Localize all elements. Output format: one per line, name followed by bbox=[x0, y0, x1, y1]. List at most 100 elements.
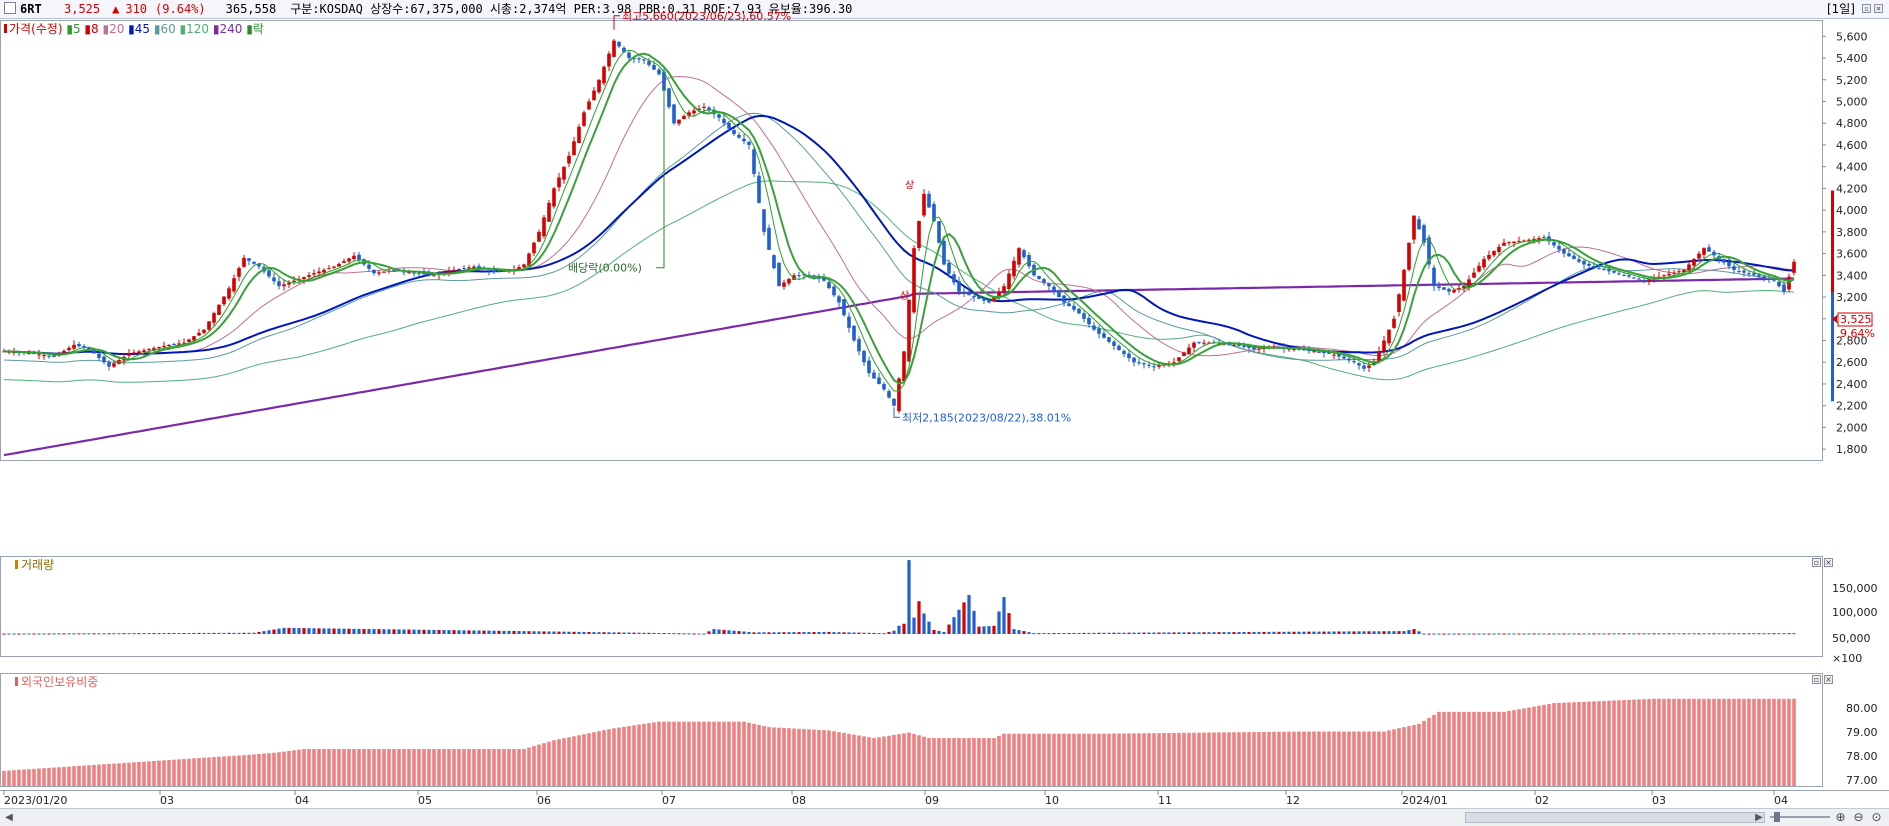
foreign-bar bbox=[902, 733, 906, 786]
candle bbox=[497, 271, 501, 273]
foreign-bar bbox=[732, 721, 736, 786]
foreign-bar bbox=[1302, 731, 1306, 786]
foreign-bar bbox=[997, 735, 1001, 786]
period-selector[interactable]: [1일] bbox=[1826, 2, 1855, 16]
foreign-bar bbox=[1407, 726, 1411, 786]
candle bbox=[677, 119, 681, 124]
candle bbox=[587, 101, 591, 110]
foreign-bar bbox=[542, 743, 546, 786]
candle bbox=[877, 377, 881, 384]
candle bbox=[432, 275, 436, 277]
foreign-bar bbox=[412, 748, 416, 786]
foreign-bar bbox=[77, 765, 81, 786]
foreign-maximize-icon[interactable]: ▫ bbox=[1812, 675, 1821, 684]
horizontal-scrollbar[interactable]: ◀ ▶ ⊕ ⊖ ⊙ bbox=[0, 808, 1889, 826]
volume-close-icon[interactable]: × bbox=[1824, 558, 1833, 567]
candle bbox=[307, 275, 311, 277]
candle bbox=[837, 296, 841, 303]
foreign-bar bbox=[1417, 723, 1421, 786]
volume-bar bbox=[382, 629, 386, 634]
foreign-bar bbox=[1707, 698, 1711, 786]
volume-bar bbox=[1262, 631, 1266, 634]
candle bbox=[537, 231, 541, 242]
ma60-line bbox=[3, 112, 1795, 364]
foreign-bar bbox=[647, 723, 651, 786]
foreign-bar bbox=[312, 748, 316, 786]
volume-bar bbox=[682, 633, 686, 635]
scroll-left-icon[interactable]: ◀ bbox=[5, 812, 13, 823]
foreign-bar bbox=[1747, 698, 1751, 786]
candle bbox=[1302, 349, 1306, 351]
header-checkbox[interactable] bbox=[4, 2, 16, 14]
foreign-bar bbox=[347, 748, 351, 786]
foreign-close-icon[interactable]: × bbox=[1824, 675, 1833, 684]
volume-bar bbox=[982, 626, 986, 634]
foreign-bar bbox=[1547, 703, 1551, 786]
candle bbox=[342, 261, 346, 263]
maximize-icon[interactable]: ▫ bbox=[1862, 4, 1871, 13]
volume-bar bbox=[957, 609, 961, 634]
volume-bar bbox=[82, 633, 86, 635]
zoom-slider[interactable] bbox=[1770, 811, 1830, 824]
volume-bar bbox=[122, 633, 126, 635]
volume-bar bbox=[1067, 632, 1071, 634]
foreign-bar bbox=[102, 764, 106, 786]
foreign-bar bbox=[1137, 733, 1141, 786]
zoom-knob[interactable] bbox=[1774, 812, 1780, 822]
foreign-bar bbox=[1202, 732, 1206, 786]
candle bbox=[1137, 362, 1141, 364]
volume-panel-frame bbox=[0, 556, 1823, 657]
volume-bar bbox=[447, 630, 451, 634]
foreign-bar bbox=[962, 738, 966, 786]
volume-bar bbox=[1722, 633, 1726, 635]
volume-bar bbox=[47, 633, 51, 635]
candle bbox=[757, 175, 761, 203]
volume-bar bbox=[1087, 632, 1091, 634]
stock-chart[interactable]: 5,600 5,400 5,200 5,000 4,800 4,600 4,400 4,200… bbox=[0, 0, 1889, 808]
foreign-bar bbox=[1587, 701, 1591, 786]
volume-bar bbox=[1622, 633, 1626, 635]
candle bbox=[1292, 349, 1296, 351]
candle bbox=[1247, 345, 1251, 349]
candle bbox=[1452, 289, 1456, 293]
volume-maximize-icon[interactable]: ▫ bbox=[1812, 558, 1821, 567]
volume-bar bbox=[1552, 633, 1556, 635]
foreign-bar bbox=[432, 748, 436, 786]
volume-bar bbox=[1432, 633, 1436, 635]
close-icon[interactable]: × bbox=[1874, 4, 1883, 13]
foreign-bar bbox=[1592, 701, 1596, 786]
candle bbox=[652, 65, 656, 70]
volume-bar bbox=[1222, 632, 1226, 634]
volume-bar bbox=[892, 630, 896, 634]
foreign-bar bbox=[152, 760, 156, 786]
foreign-bar bbox=[572, 736, 576, 786]
price-tick-label: 4,200 bbox=[1836, 182, 1868, 195]
foreign-bar bbox=[1627, 699, 1631, 786]
last-price-label: 3,525 bbox=[1840, 313, 1872, 326]
stock-info-header: 6RT 3,525 ▲ 310 (9.64%) 365,558 구분:KOSDAQ 상장수:… bbox=[0, 0, 1889, 19]
candle bbox=[1792, 261, 1796, 273]
foreign-bar bbox=[1357, 731, 1361, 786]
candle bbox=[197, 332, 201, 336]
scroll-right-icon[interactable]: ▶ bbox=[1755, 812, 1763, 823]
x-tick-label: 11 bbox=[1158, 794, 1172, 807]
scroll-thumb[interactable] bbox=[1465, 812, 1765, 823]
foreign-bar bbox=[7, 770, 11, 786]
foreign-bar bbox=[417, 748, 421, 786]
foreign-bar bbox=[1297, 731, 1301, 786]
zoom-in-icon[interactable]: ⊕ bbox=[1835, 810, 1846, 824]
volume-bar bbox=[867, 632, 871, 634]
volume-bar bbox=[117, 633, 121, 635]
foreign-bar bbox=[217, 756, 221, 786]
volume-bar bbox=[1172, 632, 1176, 634]
foreign-bar bbox=[757, 724, 761, 786]
zoom-out-icon[interactable]: ⊖ bbox=[1853, 810, 1864, 824]
volume-bar bbox=[1787, 633, 1791, 635]
candle bbox=[1077, 308, 1081, 314]
volume-bar bbox=[1092, 632, 1096, 634]
foreign-bar bbox=[2, 770, 6, 786]
zoom-reset-icon[interactable]: ⊙ bbox=[1871, 810, 1882, 824]
foreign-bar bbox=[1662, 698, 1666, 786]
candle bbox=[1622, 274, 1626, 276]
candle bbox=[407, 272, 411, 274]
